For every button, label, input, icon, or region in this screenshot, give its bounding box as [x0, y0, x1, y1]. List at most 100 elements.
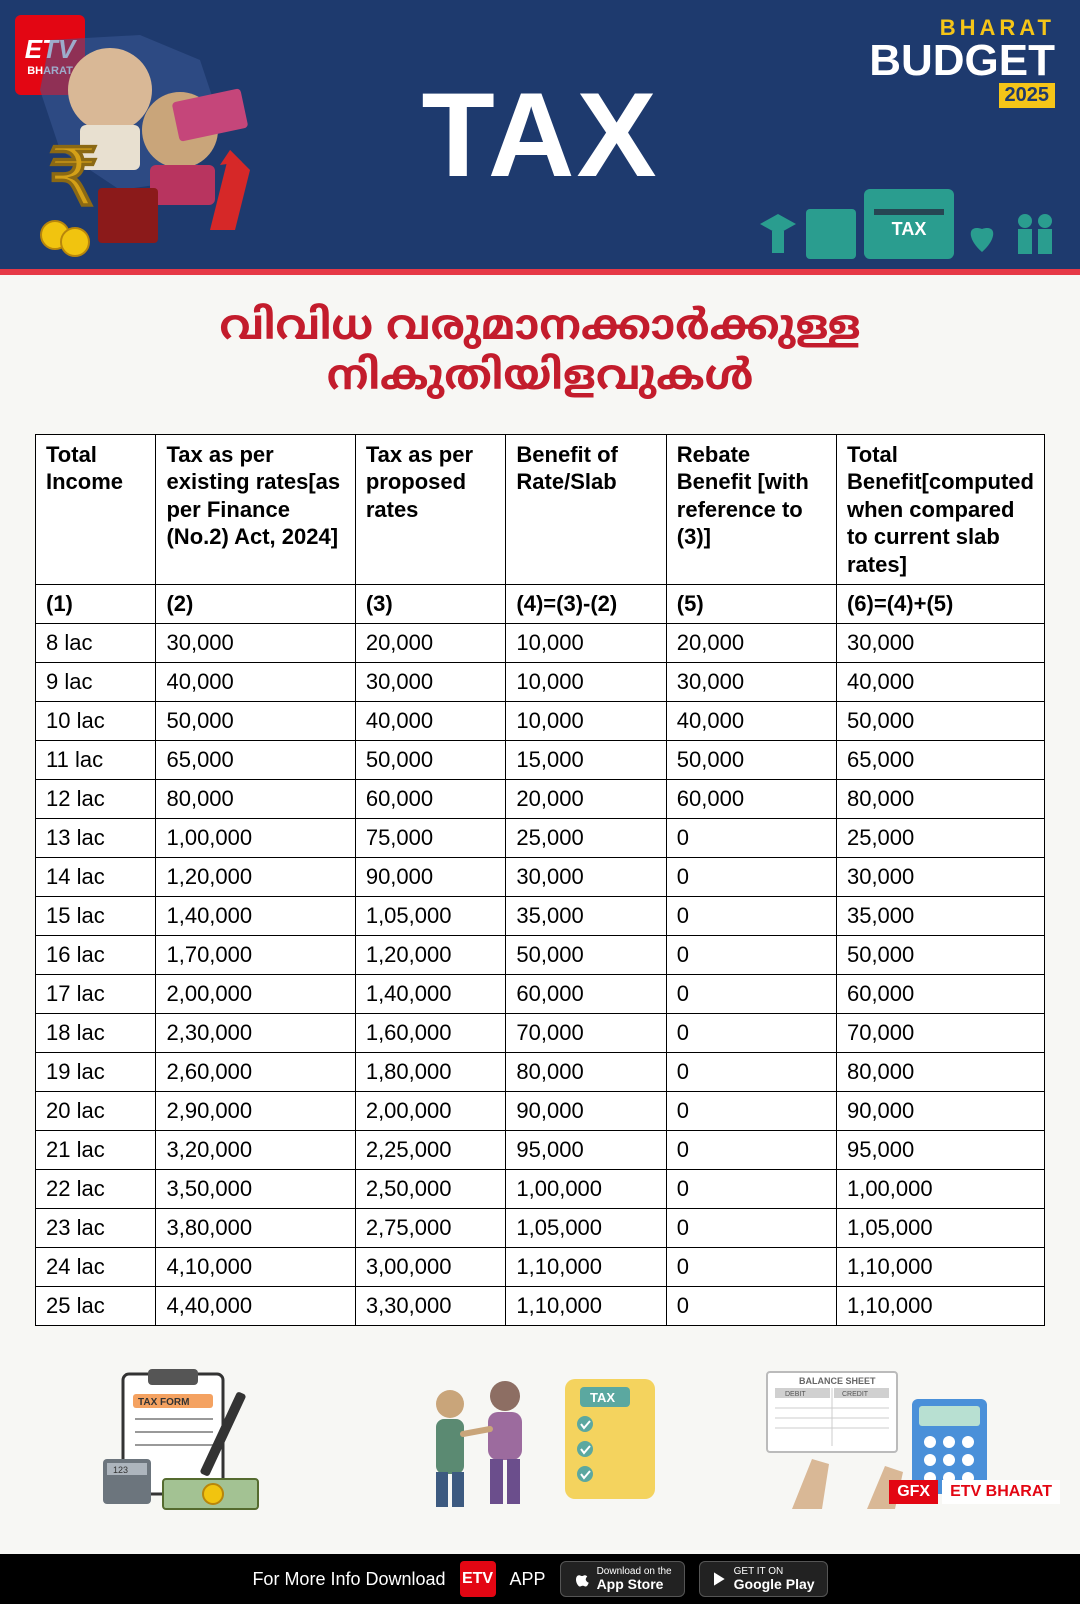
app-store-button[interactable]: Download on theApp Store — [560, 1561, 685, 1597]
table-cell: 1,70,000 — [156, 936, 355, 975]
table-cell: 10 lac — [36, 702, 156, 741]
table-cell: 1,05,000 — [355, 897, 506, 936]
table-cell: 40,000 — [666, 702, 836, 741]
budget-2025-badge: BHARAT BUDGET 2025 — [869, 15, 1055, 108]
svg-text:123: 123 — [113, 1465, 128, 1475]
table-cell: 1,40,000 — [355, 975, 506, 1014]
table-cell: 17 lac — [36, 975, 156, 1014]
table-cell: 30,000 — [836, 858, 1044, 897]
footer-app-logo-icon: ETV — [460, 1561, 496, 1597]
col-header: Rebate Benefit [with reference to (3)] — [666, 434, 836, 585]
table-cell: 95,000 — [506, 1131, 666, 1170]
footer-bar: For More Info Download ETV APP Download … — [0, 1554, 1080, 1604]
col-header: Total Benefit[computed when compared to … — [836, 434, 1044, 585]
table-cell: (3) — [355, 585, 506, 624]
table-cell: 0 — [666, 858, 836, 897]
table-row: 10 lac50,00040,00010,00040,00050,000 — [36, 702, 1045, 741]
play-icon — [712, 1570, 728, 1588]
table-cell: 13 lac — [36, 819, 156, 858]
table-cell: 14 lac — [36, 858, 156, 897]
table-cell: 70,000 — [836, 1014, 1044, 1053]
table-cell: 60,000 — [836, 975, 1044, 1014]
table-cell: 24 lac — [36, 1248, 156, 1287]
svg-text:TAX FORM: TAX FORM — [138, 1397, 189, 1408]
table-cell: 1,40,000 — [156, 897, 355, 936]
table-cell: 90,000 — [836, 1092, 1044, 1131]
header-illustration: ₹ — [20, 30, 280, 260]
tax-calculator-icon: TAX — [864, 189, 954, 259]
table-cell: 2,30,000 — [156, 1014, 355, 1053]
table-cell: 35,000 — [506, 897, 666, 936]
table-cell: 10,000 — [506, 663, 666, 702]
table-cell: 75,000 — [355, 819, 506, 858]
table-cell: 2,90,000 — [156, 1092, 355, 1131]
heart-pulse-icon — [962, 214, 1002, 259]
table-cell: 50,000 — [836, 936, 1044, 975]
table-row: 15 lac1,40,0001,05,00035,000035,000 — [36, 897, 1045, 936]
table-cell: 3,50,000 — [156, 1170, 355, 1209]
table-cell: 8 lac — [36, 624, 156, 663]
subtitle: വിവിധ വരുമാനക്കാർക്കുള്ള നികുതിയിളവുകൾ — [35, 305, 1045, 406]
page-title: TAX — [421, 66, 658, 204]
people-tax-illo: TAX — [400, 1364, 680, 1514]
table-row: 22 lac3,50,0002,50,0001,00,00001,00,000 — [36, 1170, 1045, 1209]
svg-text:₹: ₹ — [48, 133, 99, 222]
footer-text: For More Info Download — [252, 1569, 445, 1590]
table-cell: 2,60,000 — [156, 1053, 355, 1092]
table-cell: 1,80,000 — [355, 1053, 506, 1092]
main-content: വിവിധ വരുമാനക്കാർക്കുള്ള നികുതിയിളവുകൾ T… — [0, 275, 1080, 1554]
table-cell: 0 — [666, 1053, 836, 1092]
table-cell: (1) — [36, 585, 156, 624]
table-cell: 25 lac — [36, 1287, 156, 1326]
table-cell: 90,000 — [506, 1092, 666, 1131]
table-cell: 40,000 — [156, 663, 355, 702]
table-cell: 2,00,000 — [355, 1092, 506, 1131]
table-cell: 0 — [666, 936, 836, 975]
table-cell: 60,000 — [506, 975, 666, 1014]
house-icon — [806, 209, 856, 259]
table-cell: 95,000 — [836, 1131, 1044, 1170]
table-cell: 0 — [666, 1092, 836, 1131]
google-play-button[interactable]: GET IT ONGoogle Play — [699, 1561, 828, 1597]
svg-text:TAX: TAX — [590, 1390, 615, 1405]
table-cell: 9 lac — [36, 663, 156, 702]
table-cell: 50,000 — [506, 936, 666, 975]
table-cell: 0 — [666, 897, 836, 936]
col-header: Benefit of Rate/Slab — [506, 434, 666, 585]
table-cell: 0 — [666, 1209, 836, 1248]
table-cell: 1,10,000 — [836, 1248, 1044, 1287]
grad-icon — [758, 209, 798, 259]
table-cell: 0 — [666, 819, 836, 858]
table-cell: 80,000 — [836, 780, 1044, 819]
table-cell: 20,000 — [666, 624, 836, 663]
apple-icon — [573, 1570, 591, 1588]
table-cell: 40,000 — [355, 702, 506, 741]
table-cell: 16 lac — [36, 936, 156, 975]
table-cell: 0 — [666, 1248, 836, 1287]
table-cell: 0 — [666, 1170, 836, 1209]
people-icon — [1010, 209, 1060, 259]
table-ref-row: (1)(2)(3)(4)=(3)-(2)(5)(6)=(4)+(5) — [36, 585, 1045, 624]
table-cell: 1,05,000 — [506, 1209, 666, 1248]
table-row: 24 lac4,10,0003,00,0001,10,00001,10,000 — [36, 1248, 1045, 1287]
table-cell: 2,50,000 — [355, 1170, 506, 1209]
table-cell: 10,000 — [506, 624, 666, 663]
table-cell: 60,000 — [666, 780, 836, 819]
table-cell: (5) — [666, 585, 836, 624]
table-cell: 2,75,000 — [355, 1209, 506, 1248]
table-row: 16 lac1,70,0001,20,00050,000050,000 — [36, 936, 1045, 975]
table-cell: 1,60,000 — [355, 1014, 506, 1053]
table-cell: 20,000 — [355, 624, 506, 663]
table-cell: 12 lac — [36, 780, 156, 819]
table-cell: 50,000 — [836, 702, 1044, 741]
table-cell: 0 — [666, 975, 836, 1014]
table-cell: 30,000 — [355, 663, 506, 702]
gfx-label: GFX — [889, 1480, 938, 1504]
footer-app-word: APP — [510, 1569, 546, 1590]
table-cell: 1,10,000 — [836, 1287, 1044, 1326]
table-cell: 18 lac — [36, 1014, 156, 1053]
table-cell: 3,30,000 — [355, 1287, 506, 1326]
table-cell: 15 lac — [36, 897, 156, 936]
table-row: 19 lac2,60,0001,80,00080,000080,000 — [36, 1053, 1045, 1092]
table-cell: 20 lac — [36, 1092, 156, 1131]
